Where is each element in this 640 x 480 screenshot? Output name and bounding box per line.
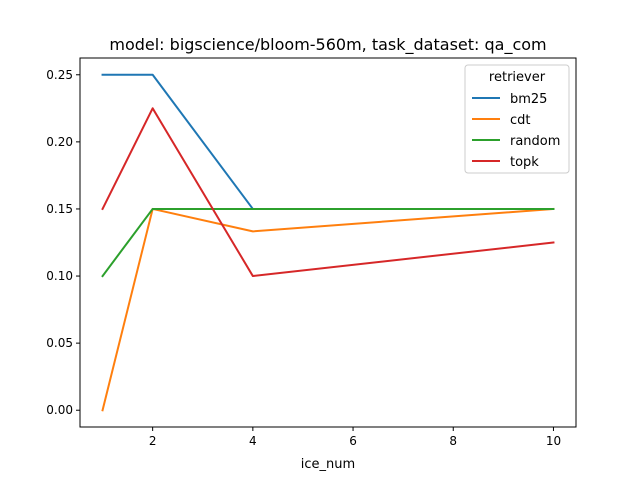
x-tick-label: 4 bbox=[249, 434, 257, 448]
series-line-cdt bbox=[101, 207, 555, 412]
legend-label-bm25: bm25 bbox=[510, 92, 547, 107]
series-layer bbox=[101, 73, 555, 412]
y-tick-label: 0.20 bbox=[46, 135, 73, 149]
legend-label-topk: topk bbox=[510, 155, 539, 170]
legend: retriever bm25 cdt random topk bbox=[464, 64, 570, 174]
y-tick-label: 0.10 bbox=[46, 269, 73, 283]
legend-label-random: random bbox=[510, 134, 560, 149]
y-axis-ticks: 0.00 0.05 0.10 0.15 0.20 0.25 bbox=[46, 68, 80, 417]
legend-frame bbox=[464, 64, 570, 174]
y-tick-label: 0.05 bbox=[46, 336, 73, 350]
series-line-topk bbox=[101, 107, 555, 278]
x-tick-label: 6 bbox=[349, 434, 357, 448]
x-tick-label: 10 bbox=[546, 434, 561, 448]
legend-items: bm25 cdt random topk bbox=[472, 92, 560, 170]
legend-title: retriever bbox=[489, 70, 546, 85]
chart-title: model: bigscience/bloom-560m, task_datas… bbox=[109, 35, 546, 55]
x-axis-label: ice_num bbox=[301, 457, 355, 472]
legend-label-cdt: cdt bbox=[510, 113, 531, 128]
x-tick-label: 8 bbox=[449, 434, 457, 448]
y-tick-label: 0.15 bbox=[46, 202, 73, 216]
plot-area-frame bbox=[79, 57, 577, 428]
y-tick-label: 0.00 bbox=[46, 403, 73, 417]
x-axis-ticks: 2 4 6 8 10 bbox=[149, 427, 561, 448]
series-line-random bbox=[101, 207, 555, 278]
y-tick-label: 0.25 bbox=[46, 68, 73, 82]
x-tick-label: 2 bbox=[149, 434, 157, 448]
